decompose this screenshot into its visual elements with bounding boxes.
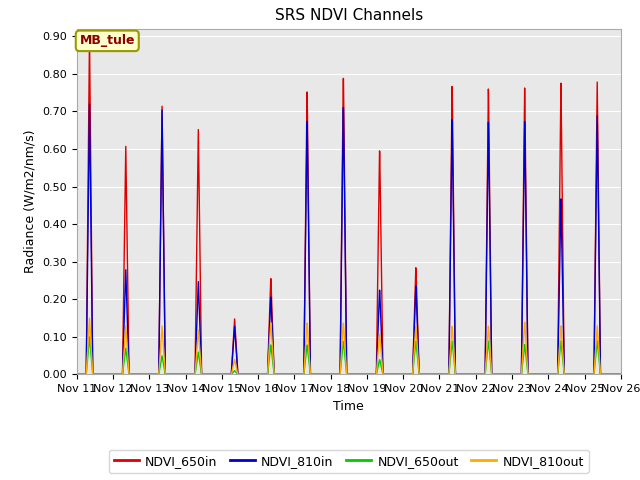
Legend: NDVI_650in, NDVI_810in, NDVI_650out, NDVI_810out: NDVI_650in, NDVI_810in, NDVI_650out, NDV… — [109, 450, 589, 473]
Text: MB_tule: MB_tule — [79, 35, 135, 48]
Y-axis label: Radiance (W/m2/nm/s): Radiance (W/m2/nm/s) — [24, 130, 36, 273]
X-axis label: Time: Time — [333, 400, 364, 413]
Title: SRS NDVI Channels: SRS NDVI Channels — [275, 9, 423, 24]
